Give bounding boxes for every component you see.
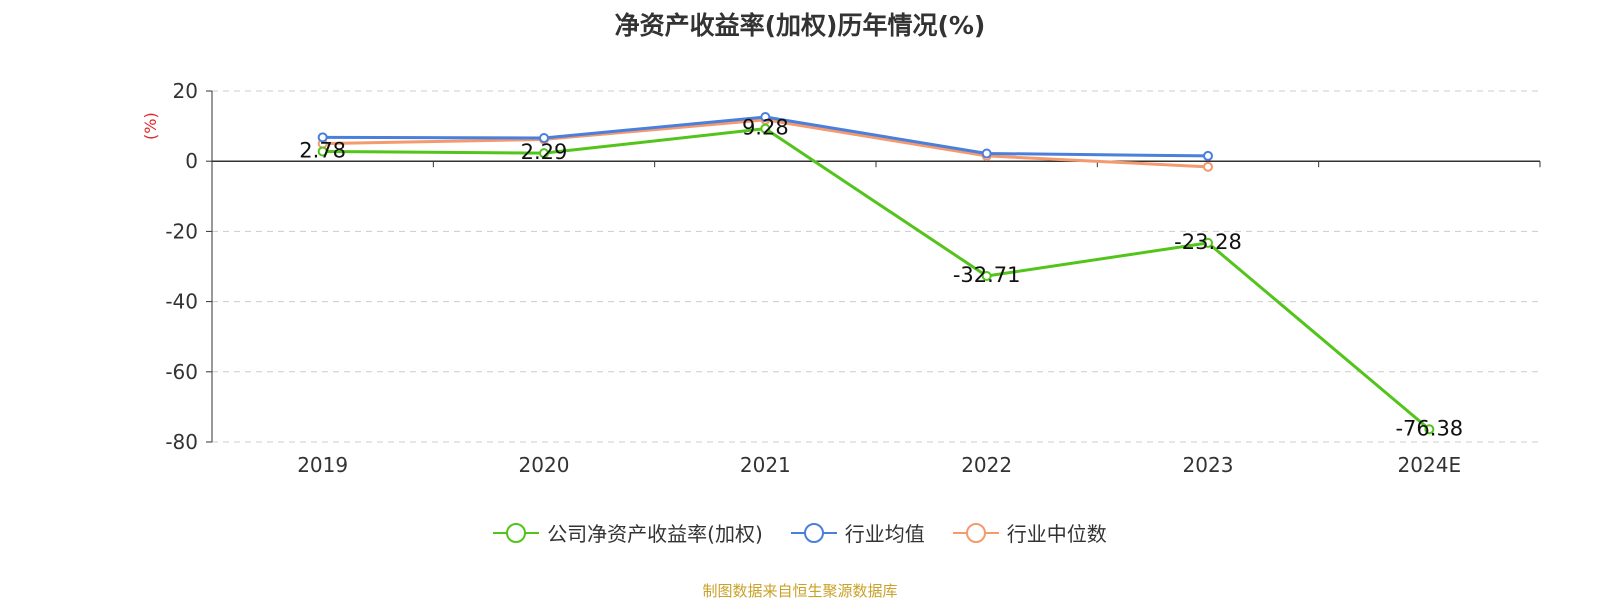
data-label: -23.28 [1174,230,1242,254]
data-point [760,123,771,134]
data-point [317,132,328,143]
data-point [1424,424,1435,435]
x-tick-label: 2023 [1183,453,1234,477]
data-label: 2.78 [299,138,346,162]
data-point [539,133,549,144]
legend-swatch-icon [790,522,837,543]
series-line [322,127,1431,431]
data-label-layer: 2.78 2.29 9.28 -32.71 -23.28 -76.38 [299,116,1463,441]
x-tick-label: 2024E [1398,453,1462,477]
chart-title: 净资产收益率(加权)历年情况(%) [614,11,986,40]
y-axis-label: (%) [141,112,160,140]
data-point [1203,161,1213,172]
data-point [317,146,328,157]
y-tick-label: -60 [165,360,198,384]
y-tick-label: 0 [185,149,198,173]
x-tick-label: 2019 [297,453,348,477]
data-point [760,111,771,122]
legend-label: 行业中位数 [1006,522,1107,546]
y-tick-label: 20 [173,79,198,103]
legend-item[interactable]: 行业均值 [790,518,925,547]
legend-swatch-icon [493,522,540,543]
y-tick-label: -20 [165,219,198,243]
axis-layer: 20 0 -20 -40 -60 -80 2019 2020 2021 2022 2023 2024E… [141,79,1541,477]
data-point [981,271,992,282]
data-point [1203,237,1213,248]
x-tick-label: 2022 [961,453,1012,477]
legend-swatch-icon [952,522,999,543]
legend-item[interactable]: 行业中位数 [952,518,1107,547]
legend: 公司净资产收益率(加权) 行业均值 行业中位数 [0,518,1600,547]
series-layer [317,111,1435,435]
legend-item[interactable]: 公司净资产收益率(加权) [493,518,763,547]
y-tick-label: -40 [165,290,198,314]
source-note: 制图数据来自恒生聚源数据库 [702,582,898,600]
data-point [539,148,549,159]
data-point [981,148,992,159]
y-tick-label: -80 [165,430,198,454]
legend-label: 公司净资产收益率(加权) [547,522,763,546]
legend-label: 行业均值 [844,522,925,546]
data-point [1203,150,1213,161]
x-tick-label: 2020 [519,453,570,477]
data-label: -76.38 [1395,416,1463,440]
data-label: 2.29 [521,140,568,164]
grid-layer [212,90,1540,443]
data-label: -32.71 [953,263,1021,287]
x-tick-label: 2021 [740,453,791,477]
data-label: 9.28 [742,116,789,140]
